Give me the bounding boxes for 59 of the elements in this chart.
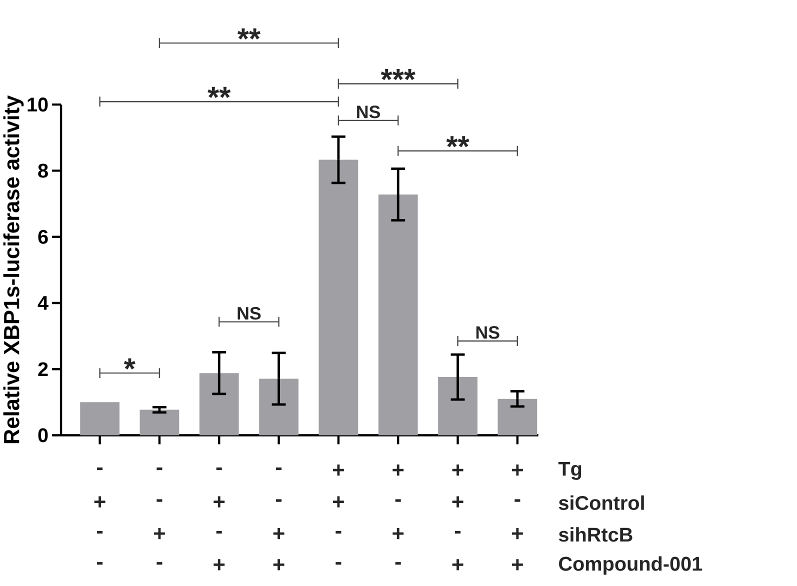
text: -	[276, 499, 282, 502]
y-tick-label: 0	[38, 428, 48, 442]
annotation: **	[446, 136, 470, 148]
text: -	[336, 562, 342, 565]
annotation: NS	[476, 326, 500, 339]
bar	[259, 378, 298, 436]
text: +	[392, 464, 404, 476]
text: -	[454, 531, 461, 534]
annotation: NS	[238, 307, 261, 320]
text: +	[512, 559, 523, 570]
bar	[378, 194, 418, 436]
text: -	[97, 468, 103, 470]
bar	[498, 399, 538, 436]
text: -	[395, 562, 401, 565]
text: -	[156, 468, 162, 470]
text: -	[216, 531, 222, 534]
text: +	[392, 528, 404, 540]
text: -	[395, 499, 401, 502]
text: +	[214, 559, 225, 570]
bar	[199, 373, 239, 436]
text: -	[97, 531, 103, 534]
text: **	[208, 87, 231, 98]
text: -	[156, 499, 162, 502]
text: Tg	[558, 462, 582, 480]
text: -	[514, 499, 520, 502]
text: **	[237, 28, 261, 40]
annotation: *	[124, 358, 136, 370]
y-tick-label: 6	[38, 230, 48, 244]
text: +	[154, 528, 165, 540]
text: -	[156, 562, 162, 565]
bar	[80, 402, 120, 436]
text: -	[336, 531, 342, 534]
bar	[438, 377, 478, 436]
text: +	[332, 496, 344, 508]
annotation: NS	[357, 106, 380, 118]
text: ***	[380, 69, 416, 80]
bar	[318, 160, 358, 436]
text: +	[273, 559, 284, 570]
text: +	[452, 496, 464, 508]
text: siControl	[558, 496, 644, 510]
text: +	[452, 464, 464, 476]
text: +	[512, 528, 523, 540]
text: +	[332, 464, 344, 476]
y-axis-title: Relative XBP1s-luciferase activity	[3, 96, 24, 444]
text: -	[216, 468, 222, 470]
y-tick-label: 8	[38, 164, 48, 178]
text: +	[452, 559, 464, 570]
y-tick-label: 4	[38, 296, 48, 310]
text: +	[512, 464, 523, 476]
bar	[140, 410, 180, 436]
text: sihRtcB	[558, 527, 632, 542]
text: Compound-001	[559, 556, 702, 575]
text: -	[276, 468, 282, 470]
text: +	[94, 496, 106, 508]
y-tick-label: 2	[38, 362, 48, 376]
text: +	[214, 496, 225, 508]
y-tick-label: 10	[28, 98, 48, 112]
text: +	[273, 528, 284, 540]
text: -	[97, 562, 103, 565]
